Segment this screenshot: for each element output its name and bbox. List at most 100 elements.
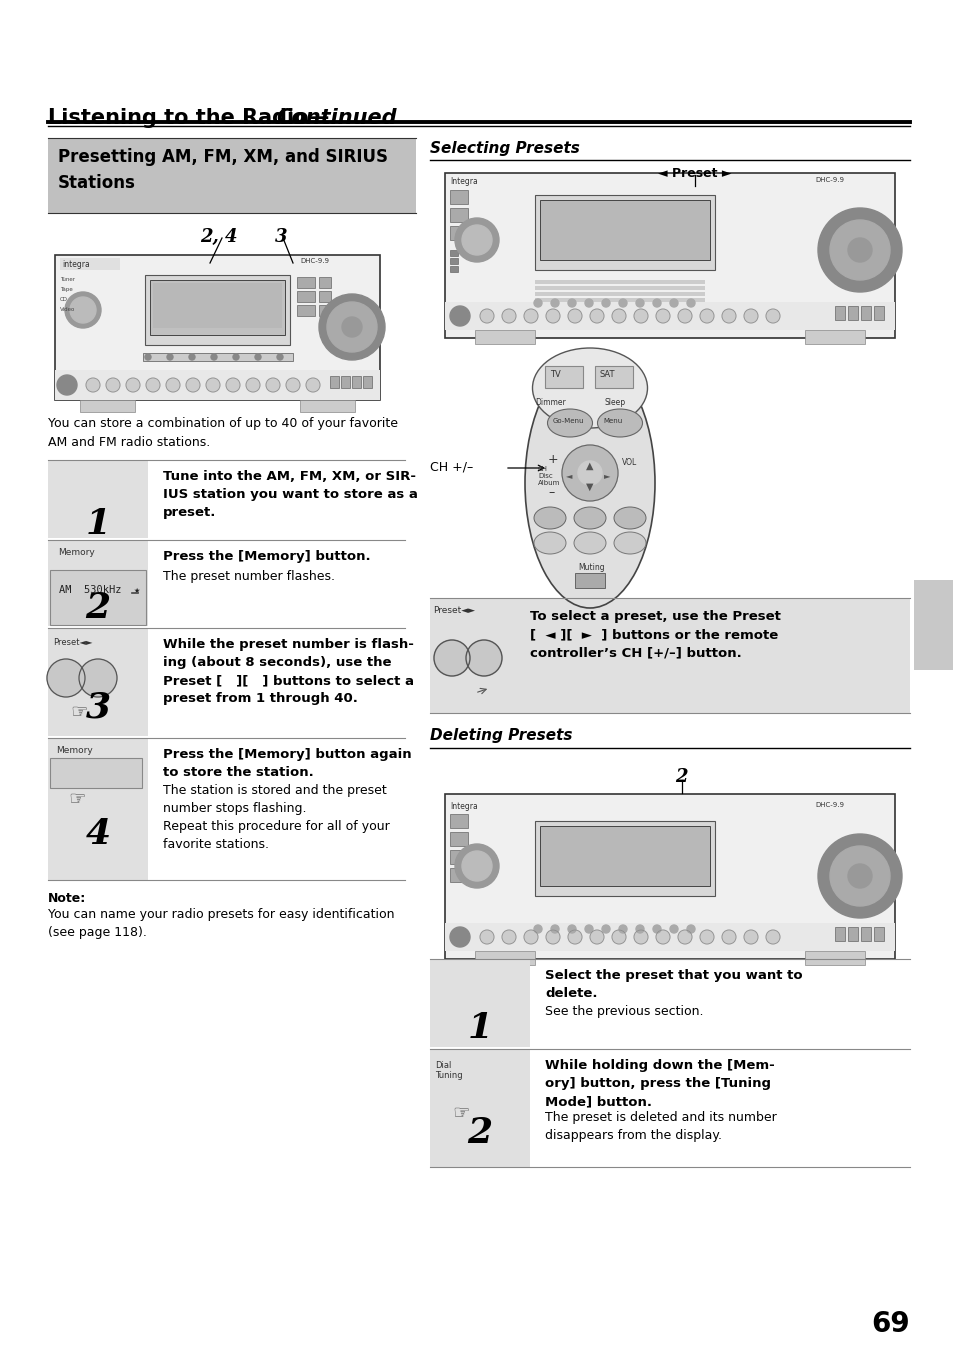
Circle shape — [551, 299, 558, 307]
Text: SAT: SAT — [599, 370, 615, 380]
Ellipse shape — [614, 507, 645, 530]
Text: See the previous section.: See the previous section. — [544, 1005, 702, 1019]
Bar — [834, 305, 844, 320]
Circle shape — [612, 929, 625, 944]
Bar — [318, 305, 331, 316]
Text: ◄ Preset ►: ◄ Preset ► — [658, 168, 731, 180]
Circle shape — [678, 929, 691, 944]
Bar — [352, 376, 360, 388]
Circle shape — [721, 309, 735, 323]
Bar — [834, 927, 844, 942]
Text: 3: 3 — [86, 690, 111, 724]
Circle shape — [678, 309, 691, 323]
Circle shape — [634, 929, 647, 944]
Circle shape — [276, 354, 283, 359]
Bar — [296, 305, 314, 316]
Bar — [48, 459, 148, 538]
Circle shape — [686, 299, 695, 307]
Circle shape — [669, 925, 678, 934]
Circle shape — [534, 299, 541, 307]
Circle shape — [327, 303, 376, 353]
Bar — [450, 867, 468, 882]
Ellipse shape — [597, 409, 641, 436]
Bar — [430, 598, 909, 713]
Text: Press the [Memory] button again
to store the station.: Press the [Memory] button again to store… — [163, 748, 411, 780]
Ellipse shape — [574, 507, 605, 530]
Circle shape — [254, 354, 261, 359]
Text: 1: 1 — [86, 507, 111, 540]
Bar — [48, 738, 148, 880]
Circle shape — [669, 299, 678, 307]
Text: CD: CD — [60, 297, 68, 303]
Text: AM  530kHz  ★: AM 530kHz ★ — [59, 585, 140, 594]
Circle shape — [545, 929, 559, 944]
Text: Continued: Continued — [275, 108, 396, 128]
Bar — [143, 353, 293, 361]
Text: Stations: Stations — [58, 174, 135, 192]
Bar — [873, 927, 883, 942]
Text: Tune into the AM, FM, XM, or SIR-
IUS station you want to store as a
preset.: Tune into the AM, FM, XM, or SIR- IUS st… — [163, 470, 417, 519]
Bar — [340, 376, 350, 388]
Circle shape — [829, 846, 889, 907]
Text: Muting: Muting — [578, 563, 604, 571]
Text: CH
Disc
Album: CH Disc Album — [537, 466, 559, 486]
Bar — [60, 258, 120, 270]
Ellipse shape — [534, 507, 565, 530]
Text: Integra: Integra — [450, 802, 477, 811]
Circle shape — [561, 444, 618, 501]
Bar — [145, 276, 290, 345]
Text: 2: 2 — [86, 590, 111, 626]
Circle shape — [652, 299, 660, 307]
Text: Memory: Memory — [58, 549, 94, 557]
Bar — [330, 376, 338, 388]
Text: Video: Video — [60, 307, 75, 312]
Circle shape — [534, 925, 541, 934]
Text: –: – — [547, 486, 554, 499]
Circle shape — [455, 218, 498, 262]
Circle shape — [318, 295, 385, 359]
Circle shape — [847, 865, 871, 888]
Bar — [535, 299, 704, 303]
Bar — [152, 282, 282, 328]
Bar — [575, 573, 604, 588]
Circle shape — [636, 299, 643, 307]
Text: Menu: Menu — [602, 417, 621, 424]
Text: The preset number flashes.: The preset number flashes. — [163, 570, 335, 584]
Circle shape — [79, 659, 117, 697]
Bar — [535, 292, 704, 296]
Bar — [450, 832, 468, 846]
Bar — [318, 290, 331, 303]
Circle shape — [817, 834, 901, 917]
Circle shape — [65, 292, 101, 328]
Bar — [48, 138, 416, 213]
Bar — [847, 927, 857, 942]
Text: 1: 1 — [467, 1011, 492, 1046]
Bar — [444, 794, 894, 959]
Circle shape — [434, 640, 470, 676]
Bar — [50, 758, 142, 788]
Bar — [450, 226, 468, 240]
Bar — [804, 330, 864, 345]
Circle shape — [166, 378, 180, 392]
Text: To select a preset, use the Preset
[  ◄ ][  ►  ] buttons or the remote
controlle: To select a preset, use the Preset [ ◄ ]… — [530, 611, 781, 659]
Bar — [450, 190, 468, 204]
Circle shape — [146, 378, 160, 392]
Text: The preset is deleted and its number
disappears from the display.: The preset is deleted and its number dis… — [544, 1111, 776, 1142]
Bar — [430, 1048, 530, 1167]
Text: ☞: ☞ — [452, 1104, 469, 1123]
Text: 2, 4: 2, 4 — [200, 228, 237, 246]
Circle shape — [211, 354, 216, 359]
Circle shape — [86, 378, 100, 392]
Text: While holding down the [Mem-
ory] button, press the [Tuning
Mode] button.: While holding down the [Mem- ory] button… — [544, 1059, 774, 1108]
Text: Selecting Presets: Selecting Presets — [430, 141, 579, 155]
Text: ▲: ▲ — [586, 461, 593, 471]
Bar — [296, 277, 314, 288]
Circle shape — [686, 925, 695, 934]
Bar — [299, 400, 355, 412]
Text: 2: 2 — [675, 767, 687, 786]
Circle shape — [306, 378, 319, 392]
Circle shape — [523, 309, 537, 323]
Circle shape — [743, 309, 758, 323]
Circle shape — [479, 309, 494, 323]
Circle shape — [450, 927, 470, 947]
